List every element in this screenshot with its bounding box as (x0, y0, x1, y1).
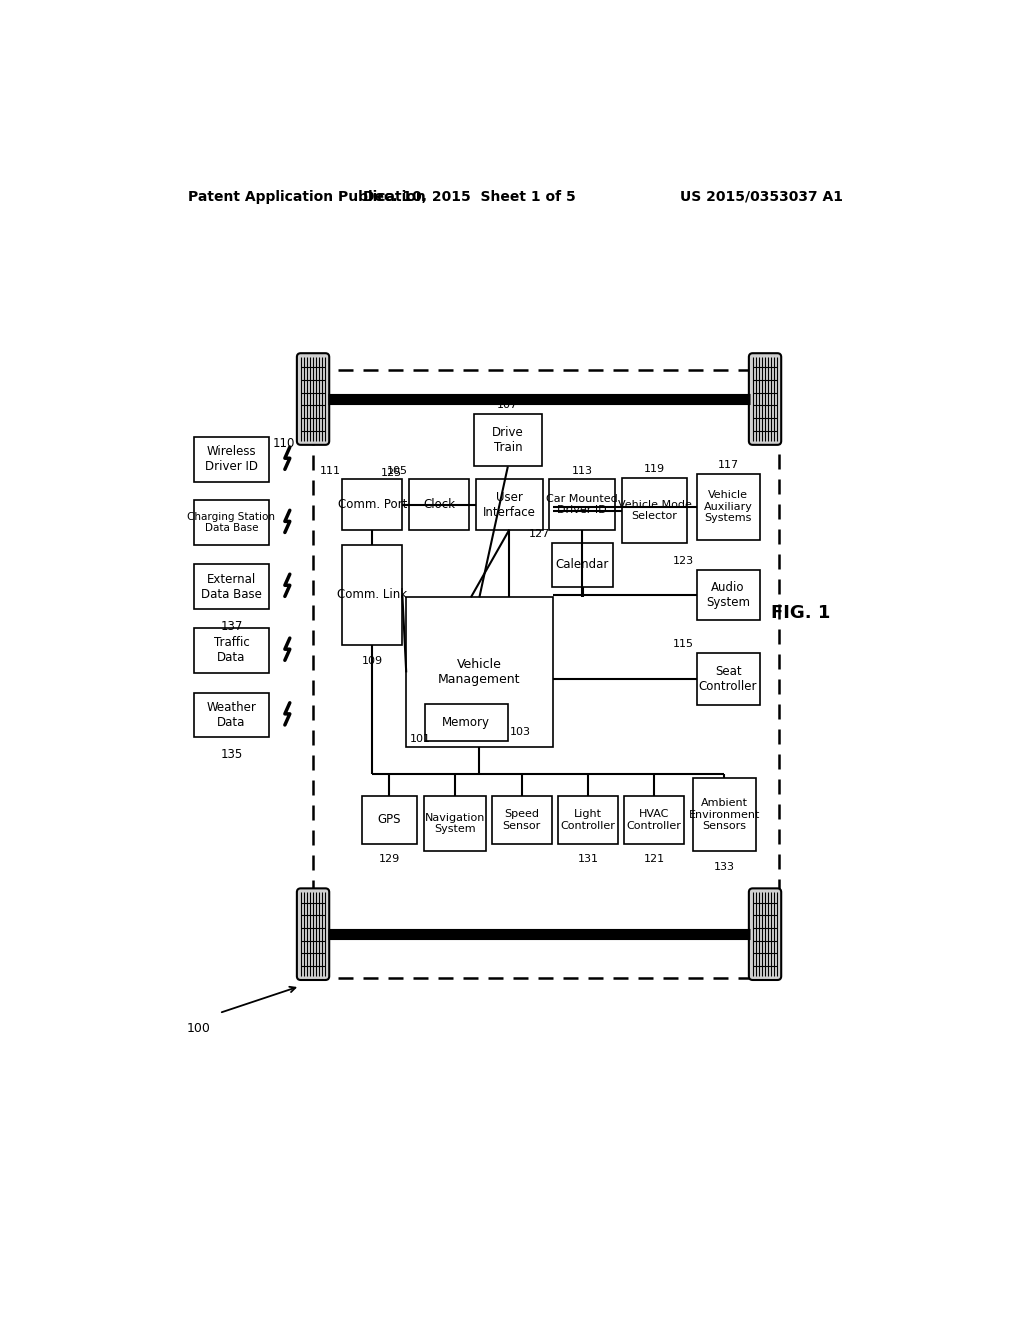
Text: 107: 107 (498, 400, 518, 411)
Text: Patent Application Publication: Patent Application Publication (188, 190, 426, 203)
Bar (194, 693, 269, 738)
Text: Audio
System: Audio System (707, 581, 750, 610)
Bar (425, 705, 508, 742)
Bar (342, 545, 402, 645)
Bar (342, 479, 402, 529)
Bar (194, 500, 269, 545)
Text: 100: 100 (186, 1022, 211, 1035)
Text: 113: 113 (571, 466, 593, 475)
Text: Comm. Port: Comm. Port (338, 498, 407, 511)
Text: Calendar: Calendar (556, 558, 609, 572)
Text: 125: 125 (381, 469, 402, 478)
Text: Weather
Data: Weather Data (207, 701, 256, 729)
Bar (194, 564, 269, 609)
Text: Light
Controller: Light Controller (560, 809, 615, 830)
Text: Charging Station
Data Base: Charging Station Data Base (187, 512, 275, 533)
Bar (558, 796, 617, 843)
Text: 110: 110 (272, 437, 295, 450)
Text: 103: 103 (510, 727, 531, 738)
Bar (407, 597, 553, 747)
Bar (492, 796, 552, 843)
Text: Traffic
Data: Traffic Data (214, 636, 249, 664)
Text: 133: 133 (714, 862, 735, 873)
Text: Memory: Memory (442, 717, 490, 730)
Text: Dec. 10, 2015  Sheet 1 of 5: Dec. 10, 2015 Sheet 1 of 5 (362, 190, 575, 203)
FancyBboxPatch shape (297, 354, 330, 445)
Text: 111: 111 (319, 466, 341, 475)
Text: FIG. 1: FIG. 1 (771, 603, 830, 622)
FancyBboxPatch shape (749, 888, 781, 979)
Text: 119: 119 (644, 465, 666, 474)
Text: 101: 101 (410, 734, 431, 743)
Text: 117: 117 (718, 461, 738, 470)
Bar (625, 796, 684, 843)
Text: 105: 105 (387, 466, 408, 475)
Bar (552, 543, 613, 587)
Text: External
Data Base: External Data Base (201, 573, 262, 601)
Bar (475, 479, 544, 529)
Bar (410, 479, 469, 529)
Text: US 2015/0353037 A1: US 2015/0353037 A1 (681, 190, 844, 203)
Bar (194, 628, 269, 673)
Text: Vehicle
Auxiliary
Systems: Vehicle Auxiliary Systems (703, 490, 753, 524)
Text: Speed
Sensor: Speed Sensor (503, 809, 541, 830)
Text: Navigation
System: Navigation System (425, 813, 485, 834)
Text: 131: 131 (578, 854, 598, 865)
Text: Car Mounted
Driver ID: Car Mounted Driver ID (546, 494, 618, 515)
Text: Ambient
Environment
Sensors: Ambient Environment Sensors (688, 799, 760, 832)
Text: 115: 115 (673, 639, 694, 649)
Text: 127: 127 (529, 529, 550, 539)
Text: Clock: Clock (423, 498, 456, 511)
Text: Drive
Train: Drive Train (492, 426, 523, 454)
Text: Vehicle Mode
Selector: Vehicle Mode Selector (617, 500, 691, 521)
FancyBboxPatch shape (297, 888, 330, 979)
FancyBboxPatch shape (749, 354, 781, 445)
Text: HVAC
Controller: HVAC Controller (627, 809, 682, 830)
Bar (361, 796, 417, 843)
Bar (313, 370, 779, 978)
Bar (696, 570, 760, 620)
Bar (696, 653, 760, 705)
Text: 109: 109 (361, 656, 383, 665)
Bar (550, 479, 614, 529)
Text: 123: 123 (673, 557, 694, 566)
Text: 137: 137 (220, 619, 243, 632)
Bar (622, 478, 687, 544)
Text: 121: 121 (644, 854, 665, 865)
Bar (424, 796, 485, 851)
Text: Wireless
Driver ID: Wireless Driver ID (205, 445, 258, 474)
Text: Comm. Link: Comm. Link (337, 589, 408, 602)
Text: 135: 135 (220, 748, 243, 762)
Bar (194, 437, 269, 482)
Text: Seat
Controller: Seat Controller (698, 665, 758, 693)
Text: GPS: GPS (378, 813, 401, 826)
Text: User
Interface: User Interface (483, 491, 536, 519)
Bar (474, 414, 542, 466)
Bar (692, 779, 756, 851)
Bar (696, 474, 760, 540)
Text: 129: 129 (379, 854, 400, 865)
Text: Vehicle
Management: Vehicle Management (438, 659, 520, 686)
